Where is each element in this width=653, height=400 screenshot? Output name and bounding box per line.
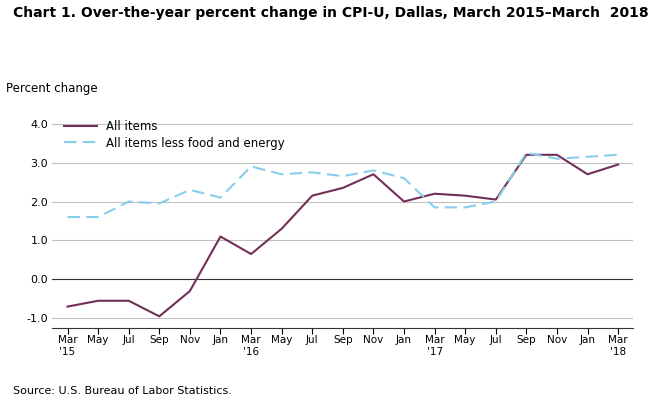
All items — [217, 234, 225, 239]
All items — [125, 298, 133, 303]
All items less food and energy — [461, 205, 469, 210]
All items less food and energy — [614, 152, 622, 157]
Text: Source: U.S. Bureau of Labor Statistics.: Source: U.S. Bureau of Labor Statistics. — [13, 386, 232, 396]
All items — [584, 172, 592, 177]
All items less food and energy — [125, 199, 133, 204]
All items — [186, 289, 194, 294]
All items — [339, 186, 347, 190]
All items less food and energy — [522, 150, 530, 155]
All items — [461, 193, 469, 198]
All items less food and energy — [94, 215, 102, 220]
All items — [492, 197, 500, 202]
All items less food and energy — [400, 176, 408, 180]
Line: All items less food and energy: All items less food and energy — [67, 153, 618, 217]
All items less food and energy — [339, 174, 347, 179]
All items less food and energy — [247, 164, 255, 169]
All items — [400, 199, 408, 204]
All items less food and energy — [155, 201, 163, 206]
All items — [553, 152, 561, 157]
All items — [63, 304, 71, 309]
All items less food and energy — [217, 195, 225, 200]
All items — [155, 314, 163, 319]
All items — [247, 252, 255, 256]
All items — [614, 162, 622, 167]
All items — [308, 193, 316, 198]
Line: All items: All items — [67, 155, 618, 316]
All items less food and energy — [370, 168, 377, 173]
All items less food and energy — [278, 172, 285, 177]
All items — [431, 191, 439, 196]
All items less food and energy — [431, 205, 439, 210]
All items — [278, 226, 285, 231]
Legend: All items, All items less food and energy: All items, All items less food and energ… — [64, 120, 285, 150]
All items less food and energy — [308, 170, 316, 175]
All items — [94, 298, 102, 303]
All items less food and energy — [63, 215, 71, 220]
All items — [522, 152, 530, 157]
Text: Percent change: Percent change — [6, 82, 97, 95]
All items less food and energy — [186, 188, 194, 192]
All items less food and energy — [584, 154, 592, 159]
All items less food and energy — [553, 156, 561, 161]
All items — [370, 172, 377, 177]
Text: Chart 1. Over-the-year percent change in CPI-U, Dallas, March 2015–March  2018: Chart 1. Over-the-year percent change in… — [13, 6, 648, 20]
All items less food and energy — [492, 199, 500, 204]
